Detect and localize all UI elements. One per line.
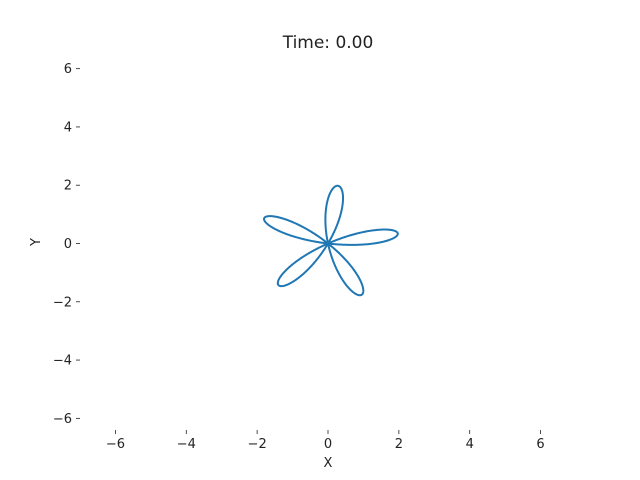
y-axis-label: Y [29,238,44,247]
y-tick-label: −4 [53,354,72,369]
chart-title: Time: 0.00 [282,33,374,53]
x-tick-label: −2 [248,437,267,452]
y-tick-label: 4 [64,120,72,135]
x-axis-label: X [324,456,333,471]
y-tick-label: 2 [64,179,72,194]
x-tick-label: −6 [106,437,125,452]
x-tick-label: 6 [536,437,544,452]
x-tick-label: −4 [177,437,196,452]
y-tick-label: 6 [64,62,72,77]
x-axis: −6 −4 −2 0 2 4 6 [106,430,545,452]
y-axis: −6 −4 −2 0 2 4 6 [53,62,80,427]
x-tick-label: 0 [324,437,332,452]
y-tick-label: 0 [64,237,72,252]
x-tick-label: 4 [466,437,474,452]
x-tick-label: 2 [395,437,403,452]
rose-curve-line [263,184,399,297]
y-tick-label: −2 [53,295,72,310]
series-layer [263,184,399,297]
y-tick-label: −6 [53,412,72,427]
